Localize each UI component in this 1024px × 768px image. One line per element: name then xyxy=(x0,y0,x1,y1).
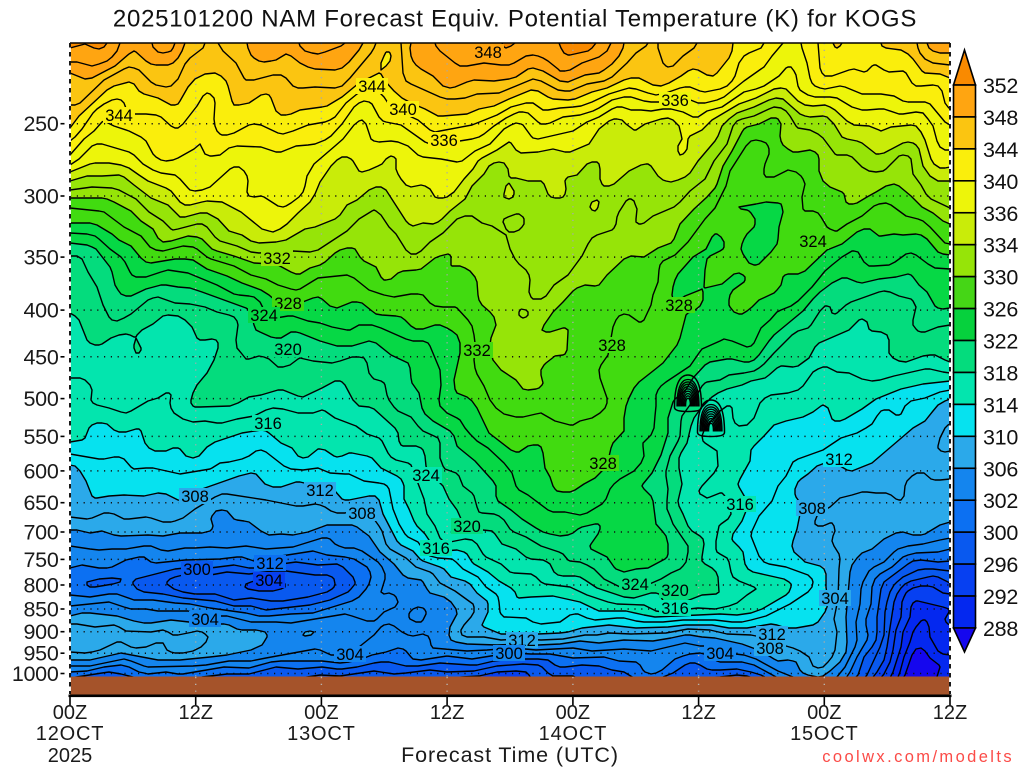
svg-text:344: 344 xyxy=(983,138,1018,162)
svg-text:332: 332 xyxy=(463,342,491,360)
svg-text:316: 316 xyxy=(254,415,282,433)
svg-text:344: 344 xyxy=(105,107,133,125)
svg-text:00Z: 00Z xyxy=(304,702,338,724)
svg-text:344: 344 xyxy=(358,78,386,96)
svg-text:600: 600 xyxy=(24,459,59,483)
svg-text:304: 304 xyxy=(706,645,734,663)
svg-text:500: 500 xyxy=(24,387,59,411)
svg-text:300: 300 xyxy=(495,645,523,663)
svg-text:296: 296 xyxy=(983,553,1018,577)
svg-text:312: 312 xyxy=(256,555,284,573)
svg-text:00Z: 00Z xyxy=(807,702,841,724)
svg-text:292: 292 xyxy=(983,585,1018,609)
svg-text:400: 400 xyxy=(24,299,59,323)
svg-text:320: 320 xyxy=(661,582,689,600)
svg-text:336: 336 xyxy=(430,132,458,150)
svg-text:450: 450 xyxy=(24,345,59,369)
svg-text:336: 336 xyxy=(661,92,689,110)
svg-text:320: 320 xyxy=(453,518,481,536)
svg-text:304: 304 xyxy=(255,572,283,590)
svg-text:Forecast Time (UTC): Forecast Time (UTC) xyxy=(401,743,619,767)
svg-text:332: 332 xyxy=(263,250,291,268)
svg-text:326: 326 xyxy=(983,298,1018,322)
svg-text:312: 312 xyxy=(758,626,786,644)
svg-text:750: 750 xyxy=(24,548,59,572)
svg-text:12Z: 12Z xyxy=(178,702,212,724)
svg-text:308: 308 xyxy=(181,488,209,506)
svg-text:800: 800 xyxy=(24,574,59,598)
svg-text:950: 950 xyxy=(24,642,59,666)
svg-text:302: 302 xyxy=(983,489,1018,513)
svg-text:300: 300 xyxy=(24,185,59,209)
svg-text:316: 316 xyxy=(661,600,689,618)
svg-text:2025: 2025 xyxy=(48,745,93,767)
svg-text:13OCT: 13OCT xyxy=(287,723,355,745)
svg-text:328: 328 xyxy=(589,455,617,473)
svg-text:304: 304 xyxy=(191,611,219,629)
svg-text:308: 308 xyxy=(348,505,376,523)
svg-text:322: 322 xyxy=(983,330,1018,354)
svg-text:304: 304 xyxy=(336,646,364,664)
svg-text:328: 328 xyxy=(598,337,626,355)
svg-text:12Z: 12Z xyxy=(430,702,464,724)
svg-text:336: 336 xyxy=(983,202,1018,226)
svg-text:2025101200 NAM Forecast Equiv.: 2025101200 NAM Forecast Equiv. Potential… xyxy=(113,6,917,33)
svg-text:328: 328 xyxy=(665,297,693,315)
svg-text:324: 324 xyxy=(412,467,440,485)
svg-text:352: 352 xyxy=(983,74,1018,98)
svg-text:coolwx.com/modelts: coolwx.com/modelts xyxy=(822,748,1014,766)
svg-text:15OCT: 15OCT xyxy=(790,723,858,745)
svg-text:316: 316 xyxy=(422,540,450,558)
svg-text:550: 550 xyxy=(24,425,59,449)
svg-text:12Z: 12Z xyxy=(933,702,967,724)
svg-text:328: 328 xyxy=(274,295,302,313)
svg-text:316: 316 xyxy=(726,496,754,514)
svg-text:00Z: 00Z xyxy=(556,702,590,724)
svg-text:348: 348 xyxy=(983,106,1018,130)
svg-text:318: 318 xyxy=(983,362,1018,386)
svg-text:334: 334 xyxy=(983,234,1018,258)
svg-text:330: 330 xyxy=(983,266,1018,290)
svg-text:320: 320 xyxy=(274,341,302,359)
svg-text:324: 324 xyxy=(799,233,827,251)
svg-text:350: 350 xyxy=(24,246,59,270)
svg-text:308: 308 xyxy=(756,640,784,658)
svg-text:306: 306 xyxy=(983,457,1018,481)
svg-text:340: 340 xyxy=(389,101,417,119)
svg-text:312: 312 xyxy=(306,482,334,500)
svg-text:314: 314 xyxy=(983,393,1018,417)
svg-text:12Z: 12Z xyxy=(681,702,715,724)
svg-text:12OCT: 12OCT xyxy=(36,723,104,745)
svg-text:324: 324 xyxy=(250,307,278,325)
svg-text:340: 340 xyxy=(983,170,1018,194)
svg-text:308: 308 xyxy=(798,500,826,518)
svg-text:650: 650 xyxy=(24,491,59,515)
svg-text:00Z: 00Z xyxy=(53,702,87,724)
svg-text:1000: 1000 xyxy=(12,662,59,686)
svg-text:300: 300 xyxy=(983,521,1018,545)
svg-text:850: 850 xyxy=(24,598,59,622)
svg-text:700: 700 xyxy=(24,521,59,545)
svg-text:250: 250 xyxy=(24,112,59,136)
svg-text:14OCT: 14OCT xyxy=(539,723,607,745)
svg-text:324: 324 xyxy=(621,576,649,594)
svg-text:312: 312 xyxy=(825,451,853,469)
svg-text:900: 900 xyxy=(24,620,59,644)
svg-text:348: 348 xyxy=(474,44,502,62)
svg-text:288: 288 xyxy=(983,617,1018,641)
svg-text:310: 310 xyxy=(983,425,1018,449)
svg-text:304: 304 xyxy=(821,590,849,608)
svg-text:300: 300 xyxy=(183,561,211,579)
